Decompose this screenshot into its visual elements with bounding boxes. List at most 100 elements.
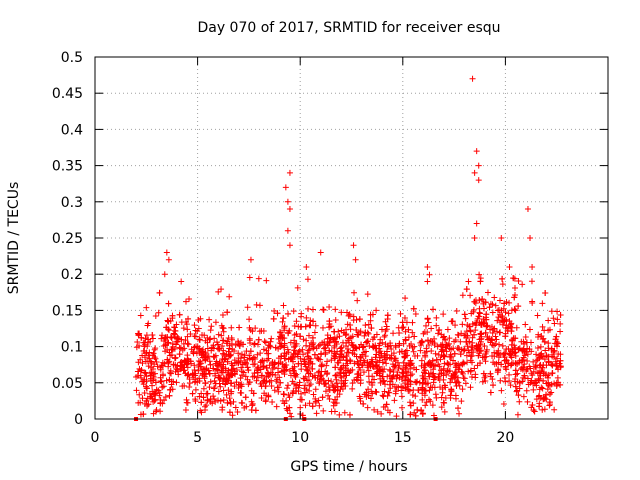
data-point [500, 351, 507, 358]
data-point [135, 359, 142, 366]
data-point [322, 388, 329, 395]
data-point [512, 383, 519, 390]
data-point [426, 271, 433, 278]
data-point [548, 389, 555, 396]
data-point [551, 320, 558, 327]
data-point [217, 397, 224, 404]
data-point [242, 359, 249, 366]
data-point [539, 385, 546, 392]
data-point [325, 392, 332, 399]
data-point [400, 324, 407, 331]
data-point [202, 380, 209, 387]
data-point [211, 377, 218, 384]
data-point [281, 391, 288, 398]
data-point [227, 380, 234, 387]
data-point [433, 322, 440, 329]
data-point [202, 350, 209, 357]
data-point [386, 389, 393, 396]
data-point [196, 393, 203, 400]
data-point [556, 360, 563, 367]
data-point [285, 382, 292, 389]
data-point [230, 365, 237, 372]
data-point [139, 352, 146, 359]
data-point [316, 402, 323, 409]
data-point [545, 371, 552, 378]
data-point [487, 326, 494, 333]
data-point [425, 341, 432, 348]
data-point [173, 341, 180, 348]
data-point [465, 368, 472, 375]
data-point [441, 353, 448, 360]
data-point [152, 396, 159, 403]
data-point [326, 386, 333, 393]
data-point [516, 398, 523, 405]
data-point [442, 384, 449, 391]
data-point [223, 340, 230, 347]
data-point [185, 371, 192, 378]
data-point [548, 308, 555, 315]
data-point [165, 327, 172, 334]
data-point [176, 311, 183, 318]
data-point [487, 373, 494, 380]
data-point [506, 371, 513, 378]
data-point [318, 350, 325, 357]
data-point [545, 317, 552, 324]
data-point [349, 385, 356, 392]
data-point [284, 385, 291, 392]
data-point [306, 387, 313, 394]
data-point [260, 363, 267, 370]
data-point [159, 384, 166, 391]
data-point [291, 372, 298, 379]
data-point [246, 274, 253, 281]
data-point [471, 365, 478, 372]
data-point [483, 323, 490, 330]
data-point [414, 352, 421, 359]
data-point [192, 333, 199, 340]
data-point [472, 300, 479, 307]
data-point [219, 378, 226, 385]
data-point [538, 332, 545, 339]
data-point [249, 400, 256, 407]
data-point [304, 353, 311, 360]
data-point [429, 402, 436, 409]
data-point [370, 343, 377, 350]
data-point [450, 345, 457, 352]
data-point [455, 405, 462, 412]
data-point [396, 340, 403, 347]
data-point [317, 373, 324, 380]
data-point [406, 399, 413, 406]
data-point [480, 370, 487, 377]
data-point [438, 404, 445, 411]
data-point [187, 331, 194, 338]
data-point [257, 359, 264, 366]
data-point [266, 379, 273, 386]
data-point [336, 354, 343, 361]
data-point [152, 379, 159, 386]
data-point [398, 393, 405, 400]
data-point [247, 348, 254, 355]
data-point [162, 334, 169, 341]
data-point [152, 408, 159, 415]
data-point [195, 358, 202, 365]
data-point [511, 284, 518, 291]
data-point [433, 356, 440, 363]
data-point [413, 366, 420, 373]
data-point [401, 353, 408, 360]
data-point [501, 374, 508, 381]
data-point [184, 356, 191, 363]
data-point [476, 297, 483, 304]
data-point [159, 371, 166, 378]
data-point [533, 382, 540, 389]
data-point [220, 375, 227, 382]
data-point [156, 392, 163, 399]
data-point [520, 346, 527, 353]
data-point [260, 346, 267, 353]
data-point [309, 403, 316, 410]
data-point [280, 302, 287, 309]
data-point [232, 404, 239, 411]
data-point [380, 368, 387, 375]
y-tick-label: 0.2 [61, 267, 83, 283]
data-point [445, 361, 452, 368]
data-point [488, 336, 495, 343]
data-point [228, 380, 235, 387]
